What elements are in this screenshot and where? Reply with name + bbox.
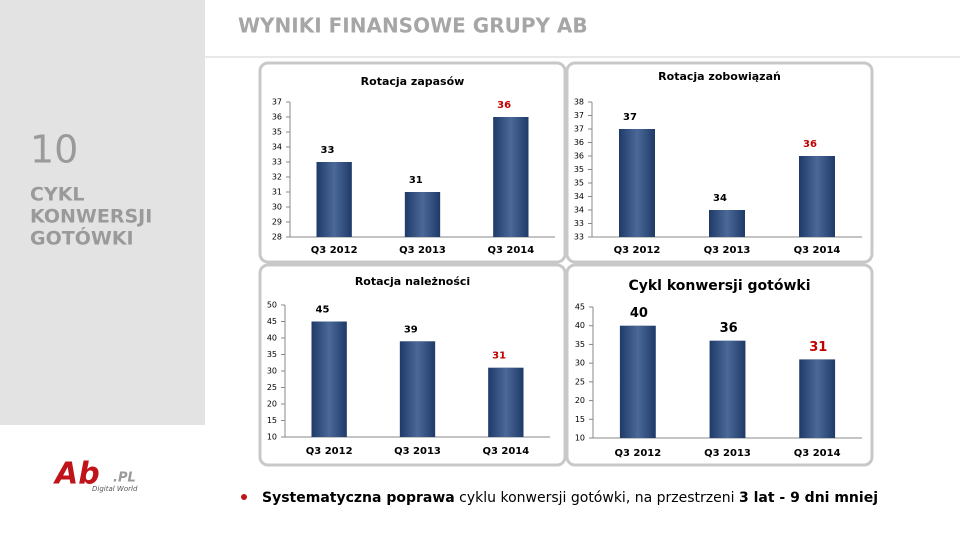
x-tick-label: Q3 2012 — [311, 245, 358, 256]
bullet-dot — [241, 494, 247, 500]
chart: Rotacja należności 10 15 20 25 30 35 40 45 50 Q3 2… — [258, 263, 567, 467]
y-tick-label: 36 — [574, 152, 584, 161]
bar-highlight — [619, 129, 655, 237]
y-tick-label: 34 — [574, 192, 584, 201]
chart-title: Rotacja zobowiązań — [658, 70, 781, 83]
y-tick-label: 35 — [575, 340, 585, 349]
y-tick-label: 25 — [575, 377, 585, 386]
y-tick-label: 35 — [267, 350, 277, 359]
bar-highlight — [493, 117, 529, 237]
chart: Rotacja zobowiązań 33 33 34 34 35 35 36 36 37 37 38… — [565, 61, 874, 264]
value-label: 36 — [720, 321, 738, 336]
bullet-strong: 3 lat - 9 dni mniej — [739, 490, 878, 506]
chart-title: Rotacja należności — [355, 275, 470, 288]
section-title: CYKL — [30, 184, 85, 206]
bar-highlight — [709, 210, 745, 237]
y-tick-label: 25 — [267, 383, 277, 392]
y-tick-label: 20 — [267, 400, 277, 409]
y-tick-label: 34 — [574, 206, 584, 215]
y-tick-label: 15 — [575, 415, 585, 424]
value-label: 34 — [713, 193, 727, 204]
y-tick-label: 36 — [574, 138, 584, 147]
section-number: 10 — [30, 128, 78, 172]
bar-highlight — [619, 325, 656, 438]
chart-title: Cykl konwersji gotówki — [628, 278, 810, 294]
y-tick-label: 15 — [267, 416, 277, 425]
y-tick-label: 35 — [574, 165, 584, 174]
value-label: 33 — [321, 145, 335, 156]
value-label: 36 — [803, 139, 817, 150]
y-tick-label: 38 — [574, 98, 584, 107]
x-tick-label: Q3 2014 — [482, 446, 529, 457]
y-tick-label: 45 — [267, 317, 277, 326]
logo-tagline: Digital World — [92, 485, 138, 493]
x-tick-label: Q3 2012 — [614, 245, 661, 256]
value-label: 37 — [623, 112, 637, 123]
chart-title: Rotacja zapasów — [361, 75, 465, 88]
chart: Cykl konwersji gotówki 10 15 20 25 30 35 40 45 Q3… — [565, 263, 874, 467]
y-tick-label: 34 — [272, 143, 282, 152]
x-tick-label: Q3 2014 — [794, 448, 841, 459]
y-tick-label: 35 — [574, 179, 584, 188]
y-tick-label: 50 — [267, 301, 277, 310]
value-label: 40 — [630, 306, 648, 321]
bar-highlight — [799, 156, 835, 237]
section-title: KONWERSJI — [30, 206, 152, 228]
y-tick-label: 40 — [575, 321, 585, 330]
logo-brand: Ab — [53, 457, 100, 492]
section-title: GOTÓWKI — [30, 226, 134, 250]
y-tick-label: 37 — [574, 111, 584, 120]
bar-highlight — [799, 359, 836, 438]
bar-highlight — [404, 192, 441, 237]
x-tick-label: Q3 2014 — [487, 245, 534, 256]
x-tick-label: Q3 2012 — [614, 448, 661, 459]
value-label: 45 — [316, 305, 330, 316]
chart: Rotacja zapasów 28 29 30 31 32 33 34 35 36 37 Q3 20… — [258, 61, 567, 264]
slide-title: WYNIKI FINANSOWE GRUPY AB — [238, 14, 588, 38]
y-tick-label: 31 — [272, 188, 282, 197]
bar-highlight — [488, 367, 524, 437]
logo: Ab .PL Digital World — [53, 457, 138, 494]
bullet-normal: cyklu konwersji gotówki, na przestrzeni — [459, 490, 734, 506]
y-tick-label: 33 — [574, 233, 584, 242]
x-tick-label: Q3 2014 — [794, 245, 841, 256]
value-label: 31 — [809, 340, 827, 355]
value-label: 31 — [492, 351, 506, 362]
y-tick-label: 37 — [574, 125, 584, 134]
x-tick-label: Q3 2013 — [704, 448, 751, 459]
x-tick-label: Q3 2013 — [704, 245, 751, 256]
value-label: 31 — [409, 175, 423, 186]
y-tick-label: 10 — [575, 434, 585, 443]
value-label: 39 — [404, 324, 418, 335]
y-tick-label: 10 — [267, 433, 277, 442]
y-tick-label: 35 — [272, 128, 282, 137]
bullet-strong: Systematyczna poprawa — [262, 490, 455, 506]
y-tick-label: 28 — [272, 233, 282, 242]
y-tick-label: 33 — [272, 158, 282, 167]
bar-highlight — [316, 162, 352, 237]
y-tick-label: 30 — [267, 367, 277, 376]
y-tick-label: 40 — [267, 334, 277, 343]
y-tick-label: 36 — [272, 113, 282, 122]
y-tick-label: 30 — [575, 359, 585, 368]
y-tick-label: 20 — [575, 396, 585, 405]
x-tick-label: Q3 2012 — [306, 446, 353, 457]
y-tick-label: 33 — [574, 219, 584, 228]
y-tick-label: 29 — [272, 218, 282, 227]
y-tick-label: 37 — [272, 98, 282, 107]
x-tick-label: Q3 2013 — [399, 245, 446, 256]
y-tick-label: 30 — [272, 203, 282, 212]
bar-highlight — [399, 341, 436, 437]
x-tick-label: Q3 2013 — [394, 446, 441, 457]
sidebar — [0, 0, 205, 425]
bar-highlight — [709, 340, 746, 438]
value-label: 36 — [497, 100, 511, 111]
logo-domain: .PL — [113, 471, 136, 486]
bar-highlight — [311, 321, 347, 437]
y-tick-label: 45 — [575, 303, 585, 312]
y-tick-label: 32 — [272, 173, 282, 182]
bullet-text: Systematyczna poprawa cyklu konwersji go… — [262, 490, 878, 506]
